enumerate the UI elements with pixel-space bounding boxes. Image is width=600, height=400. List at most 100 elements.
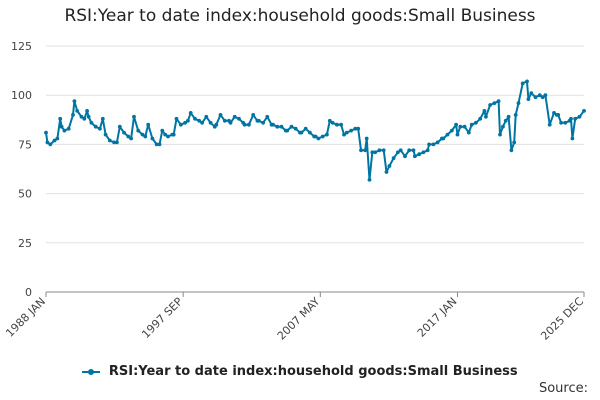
data-point <box>513 113 518 117</box>
data-point <box>435 140 440 145</box>
data-point <box>86 114 91 119</box>
data-point <box>529 91 534 96</box>
data-point <box>55 136 60 141</box>
data-point <box>445 132 450 137</box>
data-point <box>506 114 511 119</box>
data-point <box>154 142 159 147</box>
data-point <box>136 128 141 133</box>
data-point <box>251 113 256 117</box>
data-point <box>516 101 521 105</box>
data-point <box>577 114 582 119</box>
y-tick-label-50: 50 <box>18 188 32 201</box>
data-point <box>174 116 179 121</box>
data-point <box>469 122 474 127</box>
data-point <box>45 140 50 145</box>
data-point <box>107 138 112 143</box>
data-point <box>115 140 119 145</box>
data-point <box>146 122 151 127</box>
series-layer <box>44 79 586 182</box>
data-point <box>398 148 403 153</box>
data-point <box>303 126 308 131</box>
legend-swatch <box>82 368 101 375</box>
data-point <box>454 122 458 127</box>
data-point <box>363 148 368 153</box>
data-point <box>232 114 237 119</box>
data-point <box>498 132 502 137</box>
data-point <box>256 118 261 123</box>
data-point <box>373 150 378 155</box>
data-point <box>279 124 284 129</box>
data-point <box>349 128 353 133</box>
data-point <box>425 148 430 153</box>
legend-label: RSI:Year to date index:household goods:S… <box>108 364 518 379</box>
data-point <box>237 116 241 121</box>
data-point <box>421 150 426 155</box>
data-point <box>353 126 358 131</box>
data-point <box>573 116 578 121</box>
data-point <box>370 150 375 155</box>
data-point <box>367 177 372 182</box>
axes <box>45 292 585 297</box>
y-tick-label-75: 75 <box>18 138 32 151</box>
data-point <box>85 109 89 113</box>
data-point <box>327 118 332 123</box>
data-point <box>204 114 209 119</box>
data-point <box>160 128 165 133</box>
x-tick-label-3: 2017 JAN <box>415 295 460 340</box>
data-point <box>122 130 126 135</box>
data-point <box>482 109 487 113</box>
data-point <box>330 120 335 125</box>
x-tick-label-1: 1997 SEP <box>139 295 185 341</box>
data-point <box>537 93 542 98</box>
data-point <box>359 148 363 153</box>
data-point <box>140 132 145 137</box>
data-point <box>103 132 108 137</box>
data-point <box>384 170 389 174</box>
gridlines <box>46 45 584 293</box>
data-point <box>496 99 501 103</box>
legend[interactable]: RSI:Year to date index:household goods:S… <box>0 364 600 379</box>
data-point <box>48 142 53 147</box>
data-point <box>547 122 552 127</box>
data-point <box>117 124 122 129</box>
data-point <box>325 132 329 137</box>
data-point <box>455 132 460 137</box>
data-point <box>509 148 514 153</box>
data-point <box>93 124 98 129</box>
data-point <box>503 118 508 123</box>
data-point <box>552 111 556 115</box>
data-point <box>364 136 369 141</box>
data-point <box>533 95 538 100</box>
data-point <box>218 113 223 117</box>
data-point <box>488 103 492 107</box>
y-tick-label-125: 125 <box>11 40 32 53</box>
data-point <box>66 126 71 131</box>
data-point <box>112 140 116 145</box>
data-point <box>540 95 545 100</box>
data-point <box>556 113 561 117</box>
chart-title: RSI:Year to date index:household goods:S… <box>64 6 536 26</box>
data-point <box>98 126 102 131</box>
x-tick-label-4: 2025 DEC <box>538 295 586 343</box>
data-point <box>143 134 148 139</box>
source-label: Source: <box>538 381 588 396</box>
data-point <box>381 148 386 153</box>
data-point <box>62 128 67 133</box>
data-point <box>441 136 446 141</box>
data-point <box>484 114 488 119</box>
data-point <box>178 122 183 127</box>
data-point <box>222 118 227 123</box>
data-point <box>59 124 64 129</box>
data-point <box>82 116 87 121</box>
data-point <box>100 116 105 121</box>
data-point <box>129 136 134 141</box>
y-tick-label-25: 25 <box>18 237 32 250</box>
data-point <box>520 81 525 86</box>
data-point <box>188 111 193 115</box>
data-point <box>126 134 131 139</box>
data-point <box>289 124 294 129</box>
data-point <box>72 99 77 103</box>
data-point <box>308 130 312 135</box>
x-tick-label-2: 2007 MAY <box>275 295 323 343</box>
